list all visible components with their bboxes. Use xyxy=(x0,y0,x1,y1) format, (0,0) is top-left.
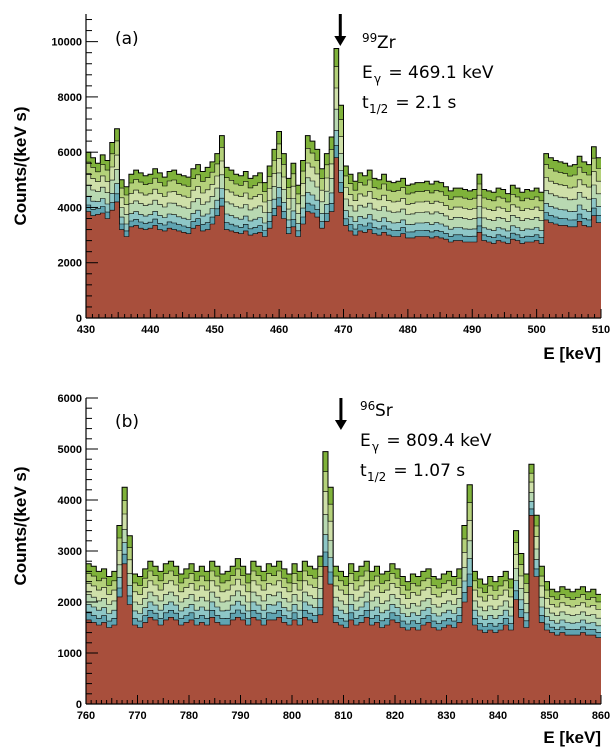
x-tick-label: 840 xyxy=(489,710,507,722)
y-axis-label-a: Counts/(keV s) xyxy=(11,106,30,225)
y-tick-label: 4000 xyxy=(58,202,82,214)
x-tick-label: 460 xyxy=(270,324,288,336)
layer-6-outline xyxy=(85,66,601,318)
energy-value-a: = 469.1 keV xyxy=(383,63,494,83)
x-tick-label: 430 xyxy=(77,324,95,336)
x-tick-label: 780 xyxy=(180,710,198,722)
x-tick-label: 800 xyxy=(283,710,301,722)
arrow-head xyxy=(334,420,347,430)
halflife-label-a: t 1/2 = 2.1 s xyxy=(362,93,456,116)
layer-1-fill xyxy=(86,515,601,704)
peak-arrow-a xyxy=(334,14,347,46)
layer-3-outline xyxy=(85,130,601,318)
stacked-histogram-a xyxy=(85,48,601,318)
panel-a: 430 440 450 460 470 480 490 500 510 0 2000 4000 6000… xyxy=(11,14,610,363)
stacked-histogram-b xyxy=(85,451,601,704)
isotope-element-a: Zr xyxy=(377,33,396,53)
x-tick-label: 790 xyxy=(231,710,249,722)
y-tick-label: 0 xyxy=(76,699,82,711)
y-tick-label: 6000 xyxy=(58,393,82,405)
layer-7-outline xyxy=(85,48,601,318)
halflife-symbol-a: t xyxy=(362,93,369,113)
halflife-value-a: = 2.1 s xyxy=(390,93,456,113)
peak-arrow-b xyxy=(334,398,347,430)
x-tick-label: 450 xyxy=(206,324,224,336)
arrow-head xyxy=(334,36,347,46)
layer-1-outline xyxy=(85,515,601,704)
y-tick-label: 2000 xyxy=(58,597,82,609)
halflife-subscript-a: 1/2 xyxy=(369,102,388,116)
layer-5-outline xyxy=(85,87,601,318)
panel-label-b: (b) xyxy=(115,412,139,432)
x-tick-label: 440 xyxy=(141,324,159,336)
energy-symbol-b: E xyxy=(360,431,371,451)
energy-subscript-a: γ xyxy=(374,72,381,86)
x-tick-label: 850 xyxy=(540,710,558,722)
halflife-symbol-b: t xyxy=(360,461,367,481)
axes-frame-b xyxy=(85,397,602,705)
x-tick-label: 860 xyxy=(592,710,610,722)
energy-value-b: = 809.4 keV xyxy=(381,431,492,451)
y-tick-label: 5000 xyxy=(58,444,82,456)
y-tick-label: 8000 xyxy=(58,92,82,104)
isotope-mass-a: 99 xyxy=(362,31,377,45)
tick-labels-a: 430 440 450 460 470 480 490 500 510 0 2000 4000 6000… xyxy=(51,37,610,336)
halflife-subscript-b: 1/2 xyxy=(367,470,386,484)
x-tick-label: 760 xyxy=(77,710,95,722)
y-tick-label: 4000 xyxy=(58,495,82,507)
tick-labels-b: 760 770 780 790 800 810 820 830 840 850 860 0 1000 20… xyxy=(58,393,611,722)
isotope-label-a: 99 Zr xyxy=(362,31,396,53)
panel-label-a: (a) xyxy=(115,29,139,49)
x-tick-label: 830 xyxy=(437,710,455,722)
x-tick-label: 510 xyxy=(592,324,610,336)
layer-7-outline xyxy=(85,451,601,704)
x-tick-label: 810 xyxy=(334,710,352,722)
x-tick-label: 480 xyxy=(399,324,417,336)
y-tick-label: 3000 xyxy=(58,546,82,558)
x-axis-label-a: E [keV] xyxy=(543,344,601,363)
halflife-label-b: t 1/2 = 1.07 s xyxy=(360,461,465,484)
y-tick-label: 2000 xyxy=(58,258,82,270)
y-tick-label: 1000 xyxy=(58,648,82,660)
energy-label-b: E γ = 809.4 keV xyxy=(360,431,492,454)
layer-4-outline xyxy=(85,108,601,318)
x-axis-label-b: E [keV] xyxy=(543,728,601,747)
y-axis-label-b: Counts/(keV s) xyxy=(11,466,30,585)
x-tick-label: 490 xyxy=(463,324,481,336)
x-tick-label: 820 xyxy=(386,710,404,722)
x-tick-label: 770 xyxy=(128,710,146,722)
halflife-value-b: = 1.07 s xyxy=(388,461,465,481)
x-tick-label: 470 xyxy=(334,324,352,336)
y-tick-label: 10000 xyxy=(51,37,82,49)
isotope-label-b: 96 Sr xyxy=(360,399,393,421)
layer-1-fill xyxy=(86,157,601,318)
isotope-mass-b: 96 xyxy=(360,399,375,413)
x-tick-label: 500 xyxy=(527,324,545,336)
energy-subscript-b: γ xyxy=(372,440,379,454)
isotope-element-b: Sr xyxy=(375,401,393,421)
panel-b: 760 770 780 790 800 810 820 830 840 850 860 0 1000 20… xyxy=(11,393,610,747)
y-tick-label: 6000 xyxy=(58,147,82,159)
axes-frame-a xyxy=(85,14,602,319)
energy-label-a: E γ = 469.1 keV xyxy=(362,63,494,86)
energy-symbol-a: E xyxy=(362,63,373,83)
layer-2-outline xyxy=(85,145,601,318)
y-tick-label: 0 xyxy=(76,313,82,325)
